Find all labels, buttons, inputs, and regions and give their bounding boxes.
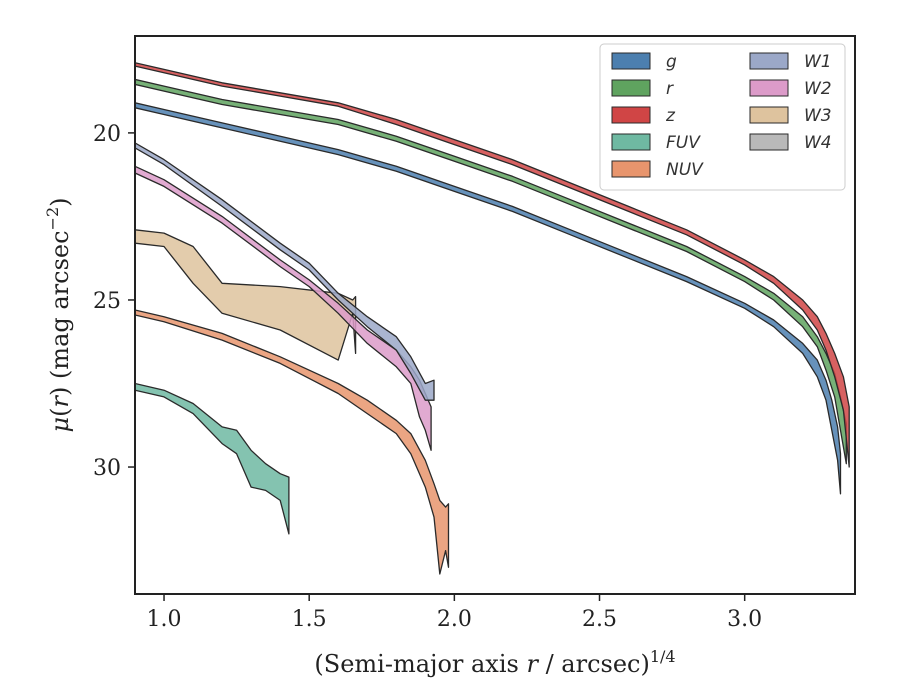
legend-swatch-w3 bbox=[749, 106, 789, 124]
x-tick-label: 3.0 bbox=[727, 607, 762, 632]
legend-label-w3: W3 bbox=[804, 106, 832, 126]
band-w3 bbox=[135, 229, 357, 361]
legend: grz FUV NUV W1 W2 W3 W4 bbox=[599, 43, 846, 191]
legend-label-w2: W2 bbox=[804, 79, 832, 99]
legend-swatch-w1 bbox=[749, 52, 789, 70]
legend-swatch-z bbox=[611, 106, 651, 124]
profile-bands bbox=[135, 62, 850, 575]
legend-swatch-r bbox=[611, 79, 651, 97]
x-tick-label: 2.5 bbox=[582, 607, 617, 632]
legend-label-w4: W4 bbox=[804, 133, 832, 153]
legend-label-w1: W1 bbox=[804, 52, 832, 72]
legend-swatch-nuv bbox=[611, 160, 651, 178]
band-r bbox=[135, 78, 847, 465]
plot-frame bbox=[134, 35, 856, 595]
legend-label-nuv: NUV bbox=[666, 160, 704, 180]
legend-swatch-g bbox=[611, 52, 651, 70]
x-tick-label: 2.0 bbox=[437, 607, 472, 632]
band-nuv bbox=[135, 309, 450, 575]
legend-swatch-w2 bbox=[749, 79, 789, 97]
legend-swatch-w4 bbox=[749, 133, 789, 151]
legend-swatch-fuv bbox=[611, 133, 651, 151]
band-g bbox=[135, 102, 842, 495]
y-tick-label: 25 bbox=[93, 289, 121, 314]
y-axis-label: μ(r) (mag arcsec−2) bbox=[43, 197, 74, 432]
x-tick-label: 1.5 bbox=[292, 607, 327, 632]
legend-label-fuv: FUV bbox=[666, 133, 701, 153]
x-axis-label: (Semi-major axis r / arcsec)1/4 bbox=[314, 647, 675, 678]
band-fuv bbox=[135, 382, 290, 535]
y-tick-label: 30 bbox=[93, 456, 121, 481]
legend-label-z: z bbox=[665, 106, 676, 126]
band-z bbox=[135, 62, 850, 468]
legend-label-g: g bbox=[666, 52, 677, 72]
y-tick-label: 20 bbox=[93, 122, 121, 147]
axis-ticks: 1.0 1.5 2.0 2.5 3.0 20 25 30 bbox=[93, 122, 762, 632]
band-w1 bbox=[135, 142, 435, 401]
x-tick-label: 1.0 bbox=[147, 607, 182, 632]
legend-label-r: r bbox=[666, 79, 674, 99]
band-w2 bbox=[135, 165, 432, 451]
